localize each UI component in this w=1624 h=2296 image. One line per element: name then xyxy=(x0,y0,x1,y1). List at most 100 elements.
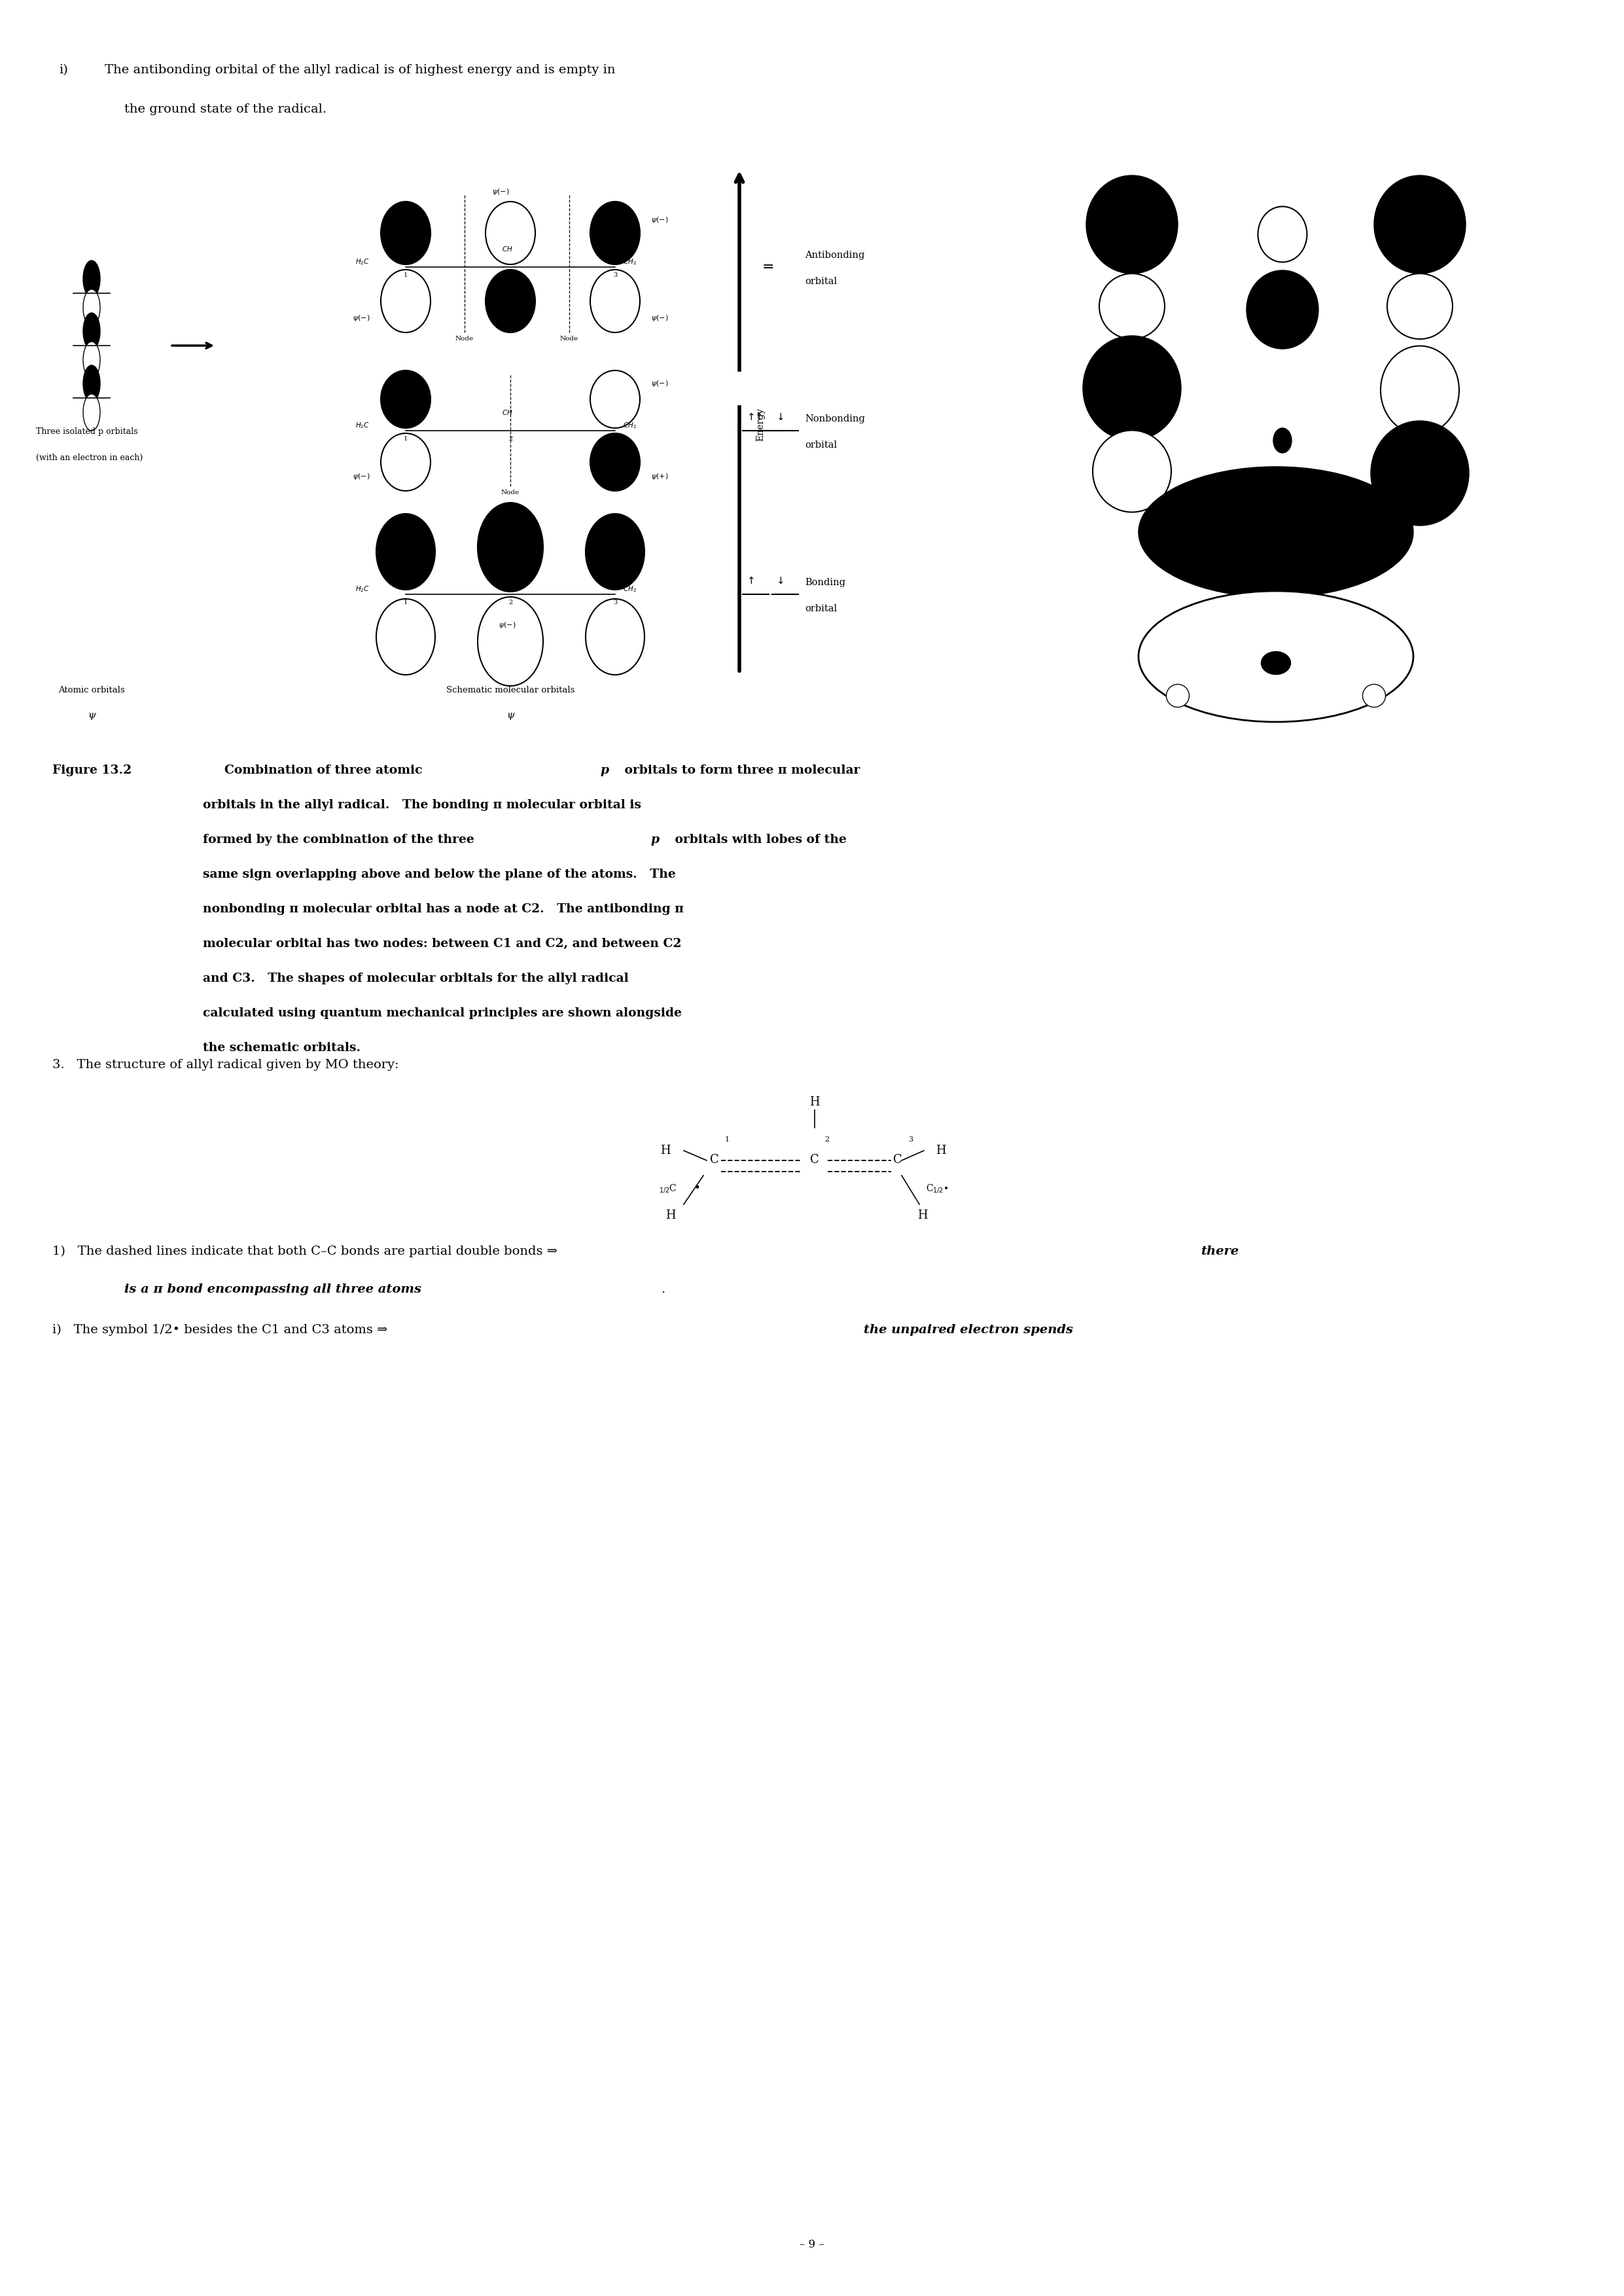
Ellipse shape xyxy=(1259,207,1307,262)
Text: the unpaired electron spends: the unpaired electron spends xyxy=(864,1325,1073,1336)
Text: $CH_2$: $CH_2$ xyxy=(624,420,637,429)
Ellipse shape xyxy=(377,599,435,675)
Text: Three isolated p orbitals: Three isolated p orbitals xyxy=(36,427,138,436)
Text: 1: 1 xyxy=(404,599,408,606)
Text: $\psi(-)$: $\psi(-)$ xyxy=(651,315,669,324)
Bar xyxy=(728,372,752,404)
Text: 2: 2 xyxy=(508,273,513,278)
Text: $\psi(+)$: $\psi(+)$ xyxy=(400,216,416,225)
Text: C: C xyxy=(893,1155,903,1166)
Text: $\psi(+)$: $\psi(+)$ xyxy=(499,517,516,526)
Text: $CH_2$: $CH_2$ xyxy=(624,585,637,595)
Ellipse shape xyxy=(590,370,640,427)
Text: orbital: orbital xyxy=(806,441,836,450)
Text: molecular orbital has two nodes: between C1 and C2, and between C2: molecular orbital has two nodes: between… xyxy=(203,937,682,951)
Text: 3: 3 xyxy=(612,599,617,606)
Text: ↑: ↑ xyxy=(747,576,755,585)
Text: nonbonding π molecular orbital has a node at C2.   The antibonding π: nonbonding π molecular orbital has a nod… xyxy=(203,902,684,916)
Ellipse shape xyxy=(380,269,430,333)
Text: $CH$: $CH$ xyxy=(502,409,513,416)
Ellipse shape xyxy=(380,434,430,491)
Text: (with an electron in each): (with an electron in each) xyxy=(36,455,143,461)
Ellipse shape xyxy=(1371,420,1470,526)
Ellipse shape xyxy=(1083,335,1181,441)
Text: p: p xyxy=(601,765,609,776)
Text: H: H xyxy=(661,1146,671,1157)
Text: 2: 2 xyxy=(825,1137,830,1143)
Ellipse shape xyxy=(1273,427,1291,452)
Text: $\psi(-)$: $\psi(-)$ xyxy=(651,216,669,225)
Text: $CH$: $CH$ xyxy=(502,572,513,581)
Text: Figure 13.2: Figure 13.2 xyxy=(52,765,132,776)
Text: The antibonding orbital of the allyl radical is of highest energy and is empty i: The antibonding orbital of the allyl rad… xyxy=(104,64,615,76)
Text: and C3.   The shapes of molecular orbitals for the allyl radical: and C3. The shapes of molecular orbitals… xyxy=(203,974,628,985)
Text: Antibonding: Antibonding xyxy=(806,250,864,259)
Ellipse shape xyxy=(380,202,430,264)
Ellipse shape xyxy=(83,342,101,379)
Text: Nonbonding: Nonbonding xyxy=(806,413,866,422)
Text: $_{1/2}$C: $_{1/2}$C xyxy=(659,1182,677,1194)
Text: H: H xyxy=(935,1146,945,1157)
Text: calculated using quantum mechanical principles are shown alongside: calculated using quantum mechanical prin… xyxy=(203,1008,682,1019)
Text: i): i) xyxy=(58,64,68,76)
Ellipse shape xyxy=(590,434,640,491)
Ellipse shape xyxy=(83,259,101,296)
Text: orbitals to form three π molecular: orbitals to form three π molecular xyxy=(620,765,861,776)
Ellipse shape xyxy=(1247,271,1319,349)
Text: orbitals in the allyl radical.   The bonding π molecular orbital is: orbitals in the allyl radical. The bondi… xyxy=(203,799,641,810)
Text: ψ: ψ xyxy=(507,712,515,721)
Text: $H_2C$: $H_2C$ xyxy=(356,420,370,429)
Text: $\psi(-)$: $\psi(-)$ xyxy=(352,315,370,324)
Ellipse shape xyxy=(590,269,640,333)
Text: 1)   The dashed lines indicate that both C–C bonds are partial double bonds ⇒: 1) The dashed lines indicate that both C… xyxy=(52,1244,562,1258)
Text: $\psi(-)$: $\psi(-)$ xyxy=(352,473,370,482)
Text: ψ: ψ xyxy=(88,712,96,721)
Text: 3: 3 xyxy=(612,273,617,278)
Text: $\psi(+)$: $\psi(+)$ xyxy=(499,287,516,296)
Ellipse shape xyxy=(83,365,101,402)
Text: C: C xyxy=(710,1155,719,1166)
Text: H: H xyxy=(666,1210,676,1221)
Text: ↓: ↓ xyxy=(776,576,784,585)
Ellipse shape xyxy=(1387,273,1452,340)
Text: $CH$: $CH$ xyxy=(502,246,513,253)
Text: 1: 1 xyxy=(404,436,408,441)
Text: •: • xyxy=(693,1182,700,1194)
Text: C: C xyxy=(810,1155,818,1166)
Text: Atomic orbitals: Atomic orbitals xyxy=(58,687,125,693)
Text: there: there xyxy=(1200,1244,1239,1258)
Text: $H_2C$: $H_2C$ xyxy=(356,585,370,595)
Text: C$_{1/2}$•: C$_{1/2}$• xyxy=(926,1182,948,1194)
Ellipse shape xyxy=(486,269,536,333)
Text: $\psi(+)$: $\psi(+)$ xyxy=(651,473,669,482)
Text: same sign overlapping above and below the plane of the atoms.   The: same sign overlapping above and below th… xyxy=(203,868,676,879)
Text: p: p xyxy=(651,833,659,845)
Text: the ground state of the radical.: the ground state of the radical. xyxy=(125,103,326,115)
Text: $\psi(-)$: $\psi(-)$ xyxy=(499,620,516,629)
Text: orbital: orbital xyxy=(806,278,836,287)
Ellipse shape xyxy=(1262,652,1291,675)
Text: .: . xyxy=(661,1283,664,1295)
Text: i)   The symbol 1/2• besides the C1 and C3 atoms ⇒: i) The symbol 1/2• besides the C1 and C3… xyxy=(52,1325,391,1336)
Text: Node: Node xyxy=(455,335,474,342)
Text: 2: 2 xyxy=(508,436,513,441)
Ellipse shape xyxy=(477,597,542,687)
Ellipse shape xyxy=(1166,684,1189,707)
Ellipse shape xyxy=(1086,174,1177,273)
Ellipse shape xyxy=(83,395,101,432)
Ellipse shape xyxy=(1099,273,1164,340)
Text: =: = xyxy=(762,259,775,273)
Text: 3.   The structure of allyl radical given by MO theory:: 3. The structure of allyl radical given … xyxy=(52,1058,400,1070)
Text: is a π bond encompassing all three atoms: is a π bond encompassing all three atoms xyxy=(125,1283,421,1295)
Text: formed by the combination of the three: formed by the combination of the three xyxy=(203,833,479,845)
Text: Schematic molecular orbitals: Schematic molecular orbitals xyxy=(447,687,575,693)
Ellipse shape xyxy=(1380,347,1458,434)
Ellipse shape xyxy=(486,202,536,264)
Ellipse shape xyxy=(586,599,645,675)
Ellipse shape xyxy=(83,289,101,326)
Text: $\psi(+)$: $\psi(+)$ xyxy=(400,379,416,388)
Text: 3: 3 xyxy=(908,1137,913,1143)
Text: H: H xyxy=(809,1095,820,1109)
Ellipse shape xyxy=(380,370,430,427)
Ellipse shape xyxy=(1363,684,1385,707)
